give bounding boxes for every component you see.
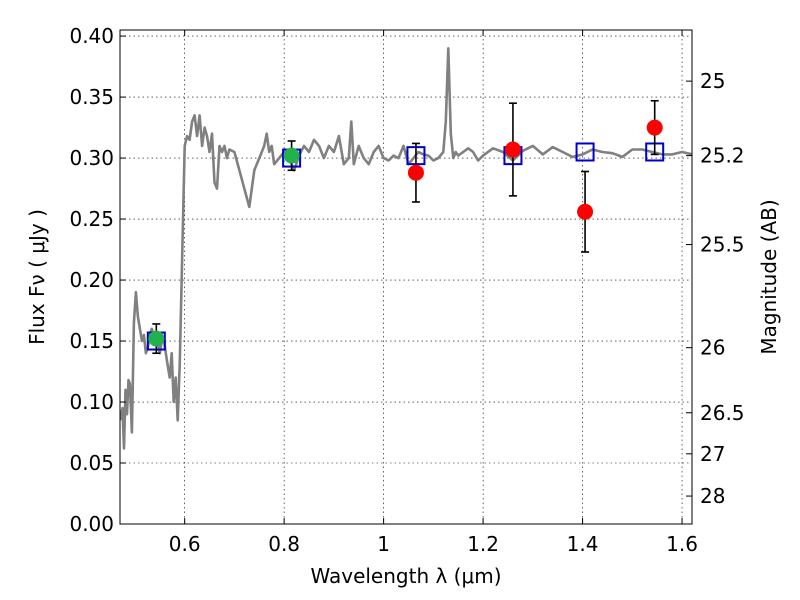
mag-tick-label: 25: [700, 69, 725, 93]
mag-tick-label: 25.2: [700, 144, 745, 168]
observed-flux-point: [646, 119, 663, 136]
mag-tick-label: 26: [700, 336, 725, 360]
y-tick-label: 0.35: [69, 85, 114, 109]
plot-area: [120, 47, 692, 450]
y-tick-label: 0.20: [69, 268, 114, 292]
observed-flux-point: [283, 147, 300, 164]
y-tick-label: 0.40: [69, 24, 114, 48]
axes: 0.6 0.8 1 1.2 1.4 1.6 0.00 0.05 0.10 0.15 0.20 0.25…: [69, 24, 744, 556]
y-tick-label: 0.15: [69, 329, 114, 353]
observed-flux-point: [407, 164, 424, 181]
y-tick-label: 0.00: [69, 512, 114, 536]
model-photometry-square: [575, 142, 595, 162]
observed-flux-point: [577, 203, 594, 220]
y-tick-label: 0.25: [69, 207, 114, 231]
mag-tick-label: 26.5: [700, 401, 745, 425]
x-tick-label: 0.8: [268, 532, 300, 556]
y-tick-label: 0.10: [69, 390, 114, 414]
x-tick-label: 1.2: [467, 532, 499, 556]
x-tick-label: 1: [377, 532, 390, 556]
mag-tick-label: 25.5: [700, 233, 745, 257]
y-axis-label: Flux Fν ( μJy ): [25, 209, 49, 345]
right-axis-label: Magnitude (AB): [757, 199, 781, 354]
observed-flux-point: [148, 330, 165, 347]
mag-tick-label: 28: [700, 484, 725, 508]
plot-frame: [119, 29, 693, 525]
x-axis-label: Wavelength λ (μm): [310, 564, 501, 588]
x-tick-label: 0.6: [169, 532, 201, 556]
plot-inner: [120, 47, 692, 450]
y-tick-label: 0.30: [69, 146, 114, 170]
y-tick-label: 0.05: [69, 451, 114, 475]
x-tick-label: 1.6: [666, 532, 698, 556]
observed-flux-point: [504, 141, 521, 158]
x-tick-label: 1.4: [567, 532, 599, 556]
mag-tick-label: 27: [700, 442, 725, 466]
